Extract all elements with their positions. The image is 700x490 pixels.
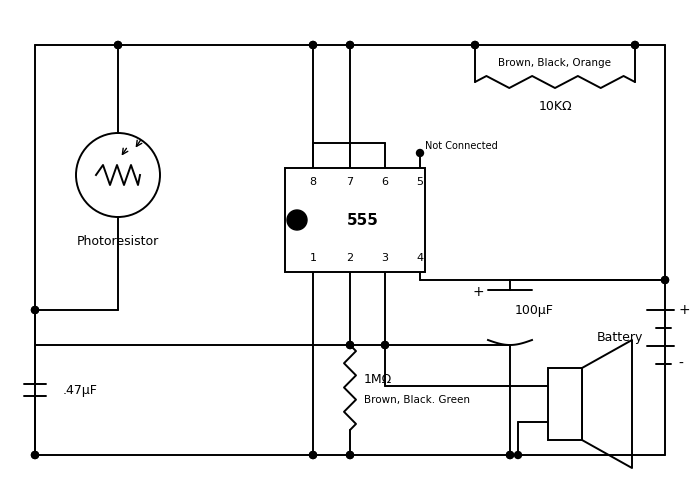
Circle shape [507, 451, 514, 459]
Circle shape [346, 42, 354, 49]
Circle shape [32, 451, 38, 459]
Text: 10KΩ: 10KΩ [538, 100, 572, 113]
Bar [285, 168, 425, 272]
Circle shape [115, 42, 122, 49]
Text: 7: 7 [346, 177, 354, 187]
Circle shape [507, 451, 514, 459]
Text: 5: 5 [416, 177, 424, 187]
Circle shape [631, 42, 638, 49]
Bar [548, 368, 582, 440]
Text: 1: 1 [309, 253, 316, 263]
Text: +: + [473, 285, 484, 299]
Circle shape [631, 42, 638, 49]
Text: 4: 4 [416, 253, 424, 263]
Circle shape [662, 276, 668, 284]
Circle shape [309, 451, 316, 459]
Circle shape [472, 42, 479, 49]
Circle shape [309, 42, 316, 49]
Circle shape [472, 42, 479, 49]
Text: Photoresistor: Photoresistor [77, 235, 159, 248]
Circle shape [382, 342, 388, 348]
Circle shape [346, 451, 354, 459]
Text: 100μF: 100μF [515, 303, 554, 317]
Circle shape [32, 307, 38, 314]
Circle shape [416, 149, 424, 156]
Circle shape [346, 42, 354, 49]
Text: 1MΩ: 1MΩ [364, 373, 392, 386]
Text: 6: 6 [382, 177, 388, 187]
Text: 3: 3 [382, 253, 388, 263]
Circle shape [115, 42, 122, 49]
Circle shape [309, 42, 316, 49]
Circle shape [514, 451, 522, 459]
Circle shape [346, 342, 354, 348]
Text: -: - [678, 357, 683, 371]
Circle shape [287, 210, 307, 230]
Text: Brown, Black, Orange: Brown, Black, Orange [498, 58, 612, 68]
Text: 555: 555 [347, 213, 379, 227]
Text: Brown, Black. Green: Brown, Black. Green [364, 394, 470, 405]
Circle shape [32, 451, 38, 459]
Text: 8: 8 [309, 177, 316, 187]
Circle shape [662, 276, 668, 284]
Text: 2: 2 [346, 253, 354, 263]
Circle shape [32, 307, 38, 314]
Circle shape [309, 451, 316, 459]
Text: Battery: Battery [596, 330, 643, 343]
Text: +: + [678, 303, 690, 317]
Circle shape [382, 342, 388, 348]
Text: .47μF: .47μF [63, 384, 98, 396]
Circle shape [346, 342, 354, 348]
Circle shape [346, 451, 354, 459]
Text: Not Connected: Not Connected [425, 141, 498, 151]
